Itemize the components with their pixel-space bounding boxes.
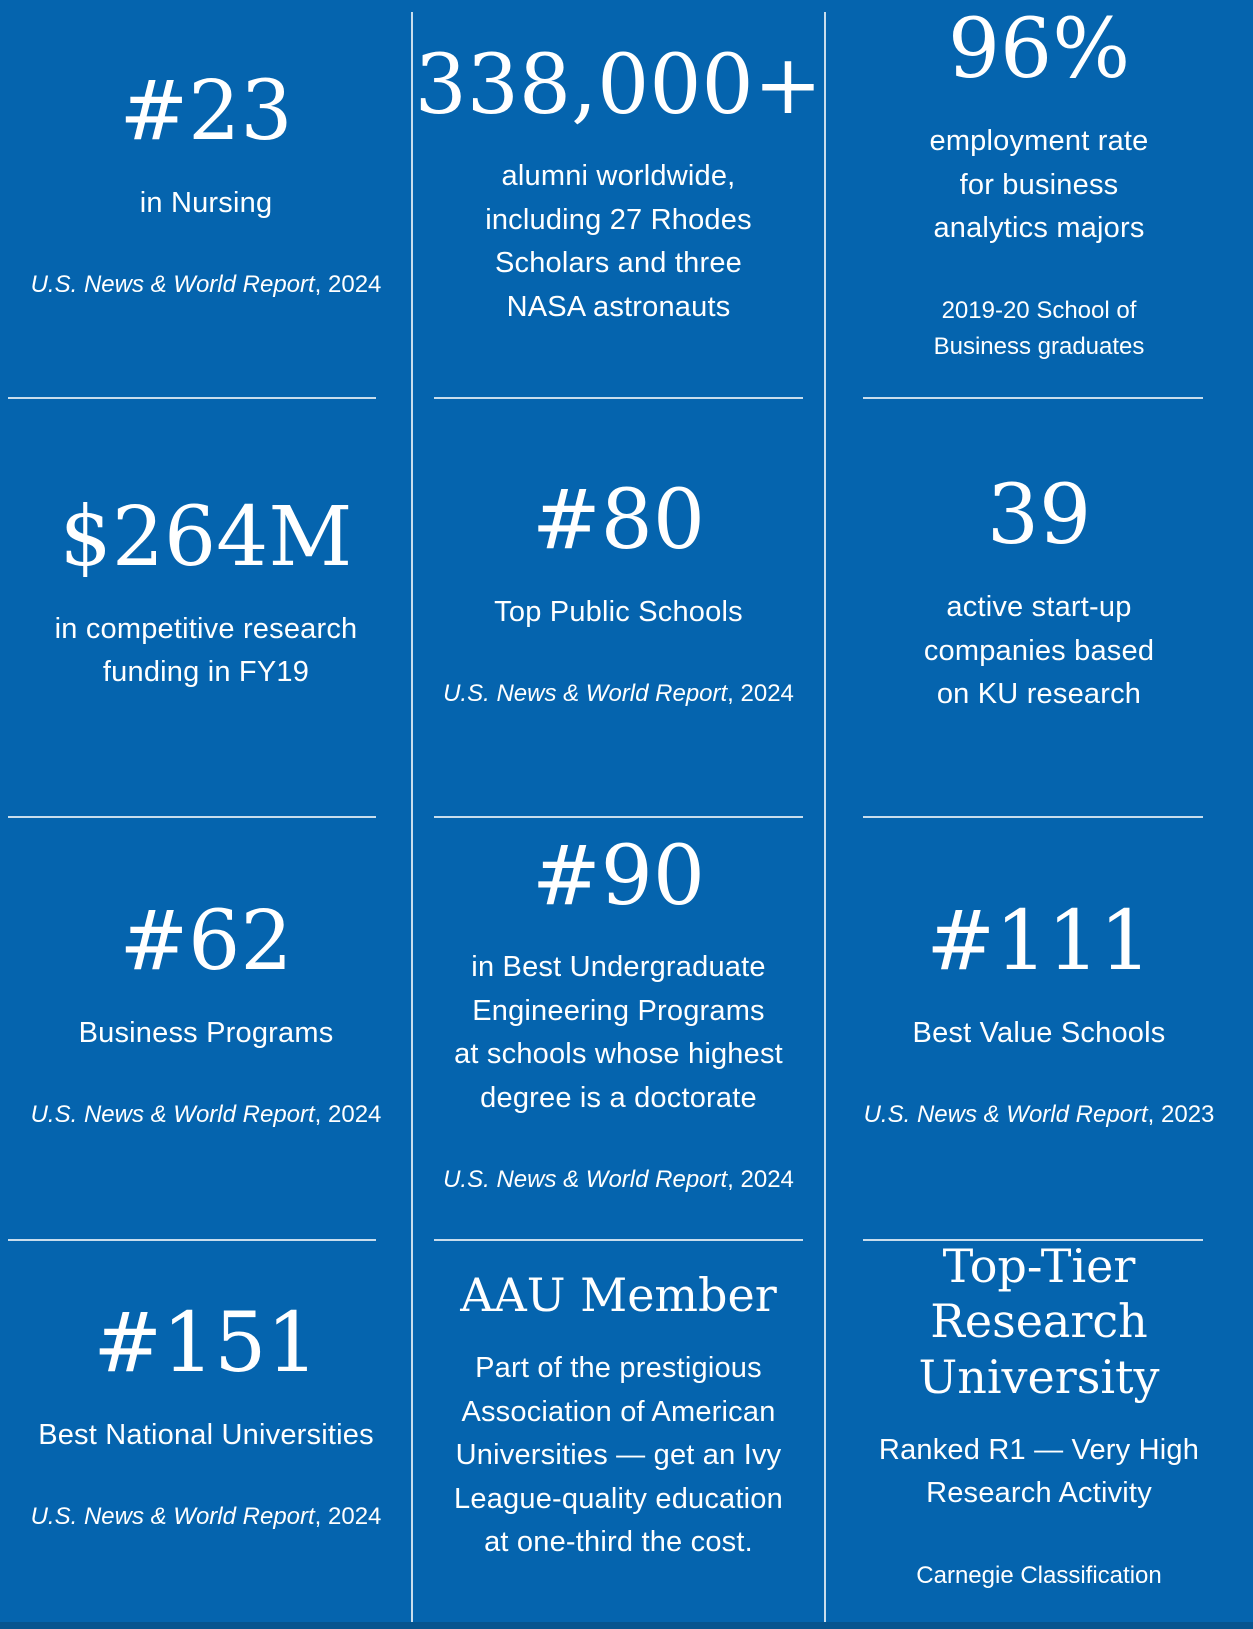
stat-source-name: U.S. News & World Report [30,1101,315,1129]
stat-label: Part of the prestigious Association of A… [454,1352,783,1559]
stat-card-research-tier: Top-Tier Research University Ranked R1 —… [825,1239,1253,1622]
stat-value: #111 [926,893,1152,989]
row-divider-line [8,1239,376,1241]
stat-label: in Nursing [139,186,273,219]
column-divider [411,12,413,1622]
stat-source: U.S. News & World Report, 2024 [31,267,382,303]
stat-card-national-universities: #151 Best National Universities U.S. New… [0,1241,412,1622]
stat-card-startups: 39 active start-up companies based on KU… [825,399,1253,818]
stat-source: 2019-20 School of Business graduates [934,293,1145,365]
stat-source-name: U.S. News & World Report [443,680,728,708]
row-divider-line [434,397,803,399]
stat-card-aau-member: AAU Member Part of the prestigious Assoc… [412,1241,825,1622]
stat-label: employment rate for business analytics m… [929,125,1149,245]
stat-source-year: , 2024 [314,271,382,299]
row-divider-line [863,397,1203,399]
stat-source-name: U.S. News & World Report [863,1101,1148,1129]
stat-label: Business Programs [78,1016,334,1049]
stat-value: #80 [531,472,706,568]
stat-label: in Best Undergraduate Engineering Progra… [454,951,783,1114]
stat-source-year: , 2024 [727,680,794,708]
column-divider [824,12,826,1622]
stat-value: 39 [986,468,1092,564]
stat-label: Ranked R1 — Very High Research Activity [878,1433,1200,1510]
row-divider-line [8,397,376,399]
stat-source: U.S. News & World Report, 2024 [31,1499,382,1535]
stat-label: in competitive research funding in FY19 [54,612,358,689]
stat-value: Top-Tier Research University [918,1239,1160,1404]
stat-source-year: , 2024 [314,1101,382,1129]
stat-label: active start-up companies based on KU re… [923,591,1155,711]
row-divider-line [434,816,803,818]
row-divider-line [863,1239,1203,1241]
stat-card-research-funding: $264M in competitive research funding in… [0,399,412,818]
stat-value: #90 [531,828,706,924]
stat-card-employment-rate: 96% employment rate for business analyti… [825,0,1253,399]
stat-source-name: U.S. News & World Report [30,271,315,299]
stat-card-public-schools: #80 Top Public Schools U.S. News & World… [412,399,825,818]
stat-value: $264M [59,490,353,586]
stat-label: Best Value Schools [912,1016,1166,1049]
footer-bar [0,1622,1253,1629]
stat-value: 96% [947,2,1131,98]
stat-source-year: , 2024 [314,1503,382,1531]
stat-value: #151 [93,1295,319,1391]
stat-value: #62 [119,893,293,989]
stat-card-engineering-programs: #90 in Best Undergraduate Engineering Pr… [412,818,825,1241]
stat-source: U.S. News & World Report, 2024 [443,1162,794,1198]
stat-value: AAU Member [460,1268,777,1323]
stat-value: 338,000+ [414,37,823,133]
stat-source: U.S. News & World Report, 2024 [31,1097,382,1133]
stat-source: Carnegie Classification [916,1558,1161,1594]
stat-source-name: U.S. News & World Report [30,1503,315,1531]
stat-card-alumni: 338,000+ alumni worldwide, including 27 … [412,0,825,399]
stat-value: #23 [119,63,293,159]
stat-label: alumni worldwide, including 27 Rhodes Sc… [485,160,752,323]
row-divider-line [8,816,376,818]
stat-source: U.S. News & World Report, 2023 [864,1097,1215,1133]
stat-source: U.S. News & World Report, 2024 [443,676,794,712]
stat-source-text: Carnegie Classification [916,1561,1162,1589]
stat-source-text: 2019-20 School of Business graduates [933,296,1145,360]
stat-card-nursing: #23 in Nursing U.S. News & World Report,… [0,0,412,399]
stat-source-name: U.S. News & World Report [443,1166,728,1194]
row-divider-line [863,816,1203,818]
stat-card-business-programs: #62 Business Programs U.S. News & World … [0,818,412,1241]
stat-source-year: , 2023 [1147,1101,1215,1129]
stat-source-year: , 2024 [727,1166,794,1194]
stat-card-best-value: #111 Best Value Schools U.S. News & Worl… [825,818,1253,1241]
stat-label: Best National Universities [38,1418,374,1451]
stat-label: Top Public Schools [494,595,743,628]
row-divider-line [434,1239,803,1241]
